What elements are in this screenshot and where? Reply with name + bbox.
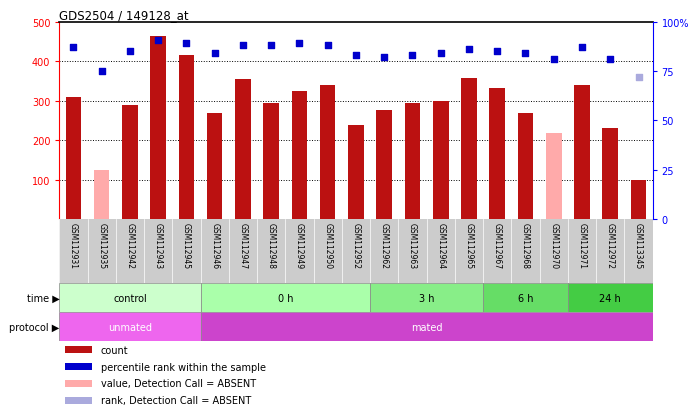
Bar [348, 126, 364, 220]
Bar [292, 92, 307, 220]
Text: time ▶: time ▶ [27, 293, 59, 303]
Point [407, 53, 418, 59]
Bar [376, 111, 392, 220]
Text: GSM112971: GSM112971 [577, 223, 586, 269]
Bar [518, 113, 533, 220]
Point [604, 57, 616, 64]
Bar [631, 180, 646, 220]
Text: unmated: unmated [108, 322, 152, 332]
Point [96, 69, 107, 75]
Text: GSM112967: GSM112967 [493, 223, 502, 269]
Text: GDS2504 / 149128_at: GDS2504 / 149128_at [59, 9, 189, 21]
Bar [207, 114, 223, 220]
Bar [66, 346, 92, 354]
Text: protocol ▶: protocol ▶ [9, 322, 59, 332]
Point [68, 45, 79, 52]
Text: GSM112964: GSM112964 [436, 223, 445, 269]
Point [266, 43, 277, 50]
Point [153, 37, 164, 44]
Text: GSM112950: GSM112950 [323, 223, 332, 269]
Text: mated: mated [411, 322, 443, 332]
Point [577, 45, 588, 52]
Point [124, 49, 135, 56]
Bar [59, 312, 200, 341]
Point [548, 57, 559, 64]
Text: GSM112945: GSM112945 [182, 223, 191, 269]
Bar [94, 171, 110, 220]
Bar [546, 134, 561, 220]
Point [181, 41, 192, 47]
Bar [66, 363, 92, 370]
Text: GSM112962: GSM112962 [380, 223, 389, 269]
Bar [66, 396, 92, 404]
Text: count: count [101, 345, 128, 355]
Bar [568, 283, 653, 312]
Point [237, 43, 248, 50]
Bar [489, 89, 505, 220]
Text: GSM112965: GSM112965 [464, 223, 473, 269]
Text: GSM112948: GSM112948 [267, 223, 276, 269]
Text: 3 h: 3 h [419, 293, 434, 303]
Text: GSM112968: GSM112968 [521, 223, 530, 269]
Point [491, 49, 503, 56]
Bar [433, 102, 449, 220]
Text: value, Detection Call = ABSENT: value, Detection Call = ABSENT [101, 379, 256, 389]
Text: GSM112963: GSM112963 [408, 223, 417, 269]
Text: GSM112952: GSM112952 [352, 223, 360, 269]
Bar [320, 86, 336, 220]
Text: percentile rank within the sample: percentile rank within the sample [101, 362, 266, 372]
Bar [405, 104, 420, 220]
Bar [574, 86, 590, 220]
Bar [200, 312, 653, 341]
Bar [461, 78, 477, 220]
Bar [263, 104, 279, 220]
Text: GSM112935: GSM112935 [97, 223, 106, 269]
Bar [602, 128, 618, 220]
Bar [370, 283, 483, 312]
Bar [235, 80, 251, 220]
Point [209, 51, 221, 57]
Bar [66, 97, 81, 220]
Text: GSM112943: GSM112943 [154, 223, 163, 269]
Bar [179, 56, 194, 220]
Point [435, 51, 446, 57]
Text: 24 h: 24 h [600, 293, 621, 303]
Text: 6 h: 6 h [518, 293, 533, 303]
Bar [200, 283, 370, 312]
Bar [151, 36, 166, 220]
Text: GSM112947: GSM112947 [239, 223, 248, 269]
Text: GSM112942: GSM112942 [126, 223, 135, 269]
Point [520, 51, 531, 57]
Text: GSM112949: GSM112949 [295, 223, 304, 269]
Text: GSM112946: GSM112946 [210, 223, 219, 269]
Point [294, 41, 305, 47]
Text: rank, Detection Call = ABSENT: rank, Detection Call = ABSENT [101, 395, 251, 406]
Text: 0 h: 0 h [278, 293, 293, 303]
Bar [66, 380, 92, 387]
Bar [122, 106, 138, 220]
Text: GSM112931: GSM112931 [69, 223, 78, 269]
Point [322, 43, 334, 50]
Point [633, 75, 644, 81]
Point [463, 47, 475, 54]
Point [350, 53, 362, 59]
Text: control: control [113, 293, 147, 303]
Point [378, 55, 389, 62]
Text: GSM113345: GSM113345 [634, 223, 643, 269]
Bar [59, 283, 200, 312]
Text: GSM112970: GSM112970 [549, 223, 558, 269]
Bar [483, 283, 568, 312]
Text: GSM112972: GSM112972 [606, 223, 615, 269]
